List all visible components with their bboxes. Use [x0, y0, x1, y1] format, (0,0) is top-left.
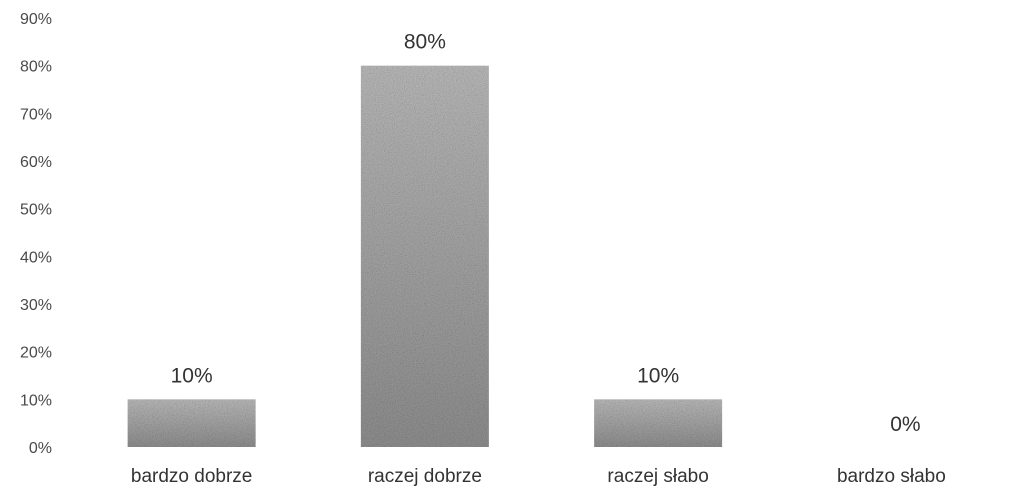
data-label: 0%	[890, 413, 920, 436]
category-label: raczej słabo	[607, 466, 708, 487]
y-tick-label: 20%	[20, 345, 52, 362]
y-tick-label: 50%	[20, 202, 52, 219]
bar	[127, 399, 256, 447]
y-tick-label: 70%	[20, 106, 52, 123]
y-tick-label: 40%	[20, 249, 52, 266]
bars	[127, 65, 723, 448]
data-label: 10%	[637, 364, 679, 387]
y-tick-label: 30%	[20, 297, 52, 314]
category-label: bardzo dobrze	[131, 466, 252, 487]
y-tick-label: 60%	[20, 154, 52, 171]
bar	[594, 399, 723, 447]
data-labels: 10% 80% 10% 0%	[171, 31, 921, 436]
y-axis: 0% 10% 20% 30% 40% 50% 60% 70% 80% 90%	[20, 11, 52, 457]
data-label: 80%	[404, 31, 446, 54]
y-tick-label: 10%	[20, 392, 52, 409]
y-tick-label: 80%	[20, 59, 52, 76]
category-label: raczej dobrze	[368, 466, 482, 487]
bar	[360, 65, 489, 448]
category-label: bardzo słabo	[837, 466, 946, 487]
data-label: 10%	[171, 364, 213, 387]
y-tick-label: 90%	[20, 11, 52, 28]
x-axis: bardzo dobrze raczej dobrze raczej słabo ba…	[131, 466, 946, 487]
y-tick-label: 0%	[29, 440, 52, 457]
